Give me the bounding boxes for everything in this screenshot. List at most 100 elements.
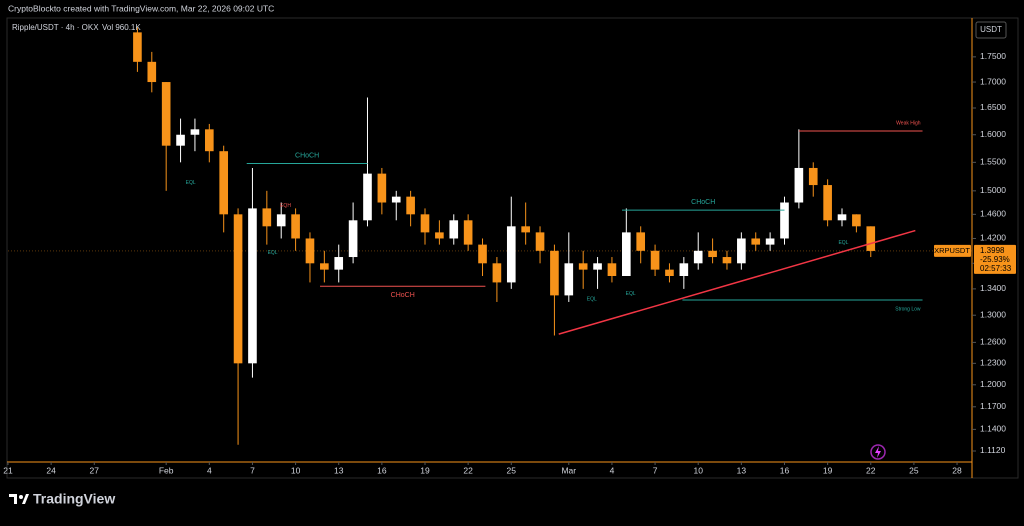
y-tick-label: 1.1400: [980, 424, 1006, 434]
candle-body: [334, 257, 344, 270]
candle-body: [521, 226, 530, 233]
candle-body: [276, 214, 286, 227]
structure-label: CHoCH: [391, 292, 415, 299]
candle-body: [435, 232, 444, 239]
x-tick-label: 22: [866, 465, 876, 475]
candle-body: [204, 129, 214, 152]
candle-body: [607, 263, 617, 277]
currency-box: [975, 21, 1007, 39]
liquidity-label: EQL: [587, 297, 597, 303]
y-tick-label: 1.3000: [980, 309, 1006, 319]
x-tick-label: 27: [90, 465, 100, 475]
x-tick-label: 19: [420, 465, 430, 475]
candle-body: [852, 214, 861, 227]
y-tick-label: 1.6500: [980, 102, 1006, 112]
candle-body: [693, 250, 703, 264]
candle-body: [780, 202, 789, 239]
y-tick-label: 1.6000: [980, 129, 1006, 139]
y-tick-label: 1.2600: [980, 337, 1006, 347]
x-tick-label: Mar: [561, 465, 576, 475]
brand: TradingView: [33, 491, 115, 507]
x-tick-label: Feb: [159, 465, 174, 475]
candle-body: [391, 196, 401, 203]
symbol-tag: XRPUSDT: [934, 246, 970, 255]
structure-label: Weak High: [896, 120, 921, 126]
y-tick-label: 1.5000: [980, 185, 1006, 195]
candle-body: [248, 208, 257, 364]
candle-body: [478, 244, 487, 264]
symbol-title: Ripple/USDT · 4h · OKX: [12, 23, 99, 32]
liquidity-label: EQL: [268, 250, 278, 256]
y-tick-label: 1.1700: [980, 401, 1006, 411]
candle-body: [219, 151, 229, 215]
candle-body: [363, 173, 372, 221]
candle-body: [190, 129, 200, 135]
structure-label: Strong Low: [895, 306, 921, 312]
x-tick-label: 22: [463, 465, 473, 475]
x-tick-label: 10: [291, 465, 301, 475]
footer-logo: TradingView: [9, 491, 115, 507]
volume-label: Vol 960.1K: [102, 23, 141, 32]
candle-body: [161, 82, 171, 146]
candle-body: [650, 250, 660, 270]
countdown-tag: 02:57:33: [980, 264, 1012, 273]
x-tick-label: 28: [952, 465, 962, 475]
candle-body: [535, 232, 545, 251]
x-tick-label: 21: [3, 465, 13, 475]
x-tick-label: 7: [653, 465, 658, 475]
candle-body: [837, 214, 847, 221]
candle-body: [176, 134, 185, 146]
x-tick-label: 4: [207, 465, 212, 475]
candle-body: [348, 220, 358, 258]
x-tick-label: 19: [823, 465, 833, 475]
y-tick-label: 1.4600: [980, 209, 1006, 219]
candle-body: [133, 32, 142, 62]
candle-body: [291, 214, 300, 239]
candle-body: [320, 263, 329, 270]
y-tick-label: 1.7000: [980, 76, 1006, 86]
candle-body: [593, 263, 602, 270]
candle-body: [622, 232, 631, 277]
structure-label: CHoCH: [295, 152, 319, 159]
structure-label: CHoCH: [691, 199, 715, 206]
candle-body: [737, 238, 746, 264]
candle-body: [665, 269, 674, 277]
candle-body: [147, 61, 157, 83]
frame: [6, 17, 1019, 479]
liquidity-label: EQL: [838, 240, 848, 246]
candle-body: [492, 263, 502, 283]
candle-body: [751, 238, 761, 245]
candle-body: [708, 250, 717, 258]
x-tick-label: 7: [250, 465, 255, 475]
x-tick-label: 16: [377, 465, 387, 475]
liquidity-label: EQL: [626, 291, 636, 297]
y-tick-label: 1.2000: [980, 379, 1006, 389]
lightning-icon: [870, 444, 886, 460]
y-tick-label: 1.7500: [980, 51, 1006, 61]
x-tick-label: 25: [909, 465, 919, 475]
y-tick-label: 1.1120: [980, 445, 1006, 455]
candle-body: [463, 220, 473, 245]
candle-body: [377, 173, 387, 203]
candle-body: [406, 196, 415, 215]
liquidity-label: EQL: [186, 180, 196, 186]
y-tick-label: 1.3400: [980, 283, 1006, 293]
candle-body: [233, 214, 243, 364]
liquidity-label: EQH: [280, 203, 291, 209]
candle-body: [765, 238, 775, 245]
header-text: CryptoBlockto created with TradingView.c…: [8, 3, 274, 13]
x-tick-label: 25: [507, 465, 517, 475]
candle-body: [420, 214, 430, 233]
y-tick-label: 1.4200: [980, 233, 1006, 243]
x-tick-label: 13: [737, 465, 747, 475]
x-tick-label: 4: [610, 465, 615, 475]
candle-body: [808, 167, 818, 186]
candle-body: [823, 185, 832, 221]
trendline: [558, 229, 916, 335]
candle-body: [578, 263, 588, 270]
candle-body: [506, 226, 516, 283]
x-tick-label: 13: [334, 465, 344, 475]
x-tick-label: 24: [46, 465, 56, 475]
candle-body: [449, 220, 459, 239]
